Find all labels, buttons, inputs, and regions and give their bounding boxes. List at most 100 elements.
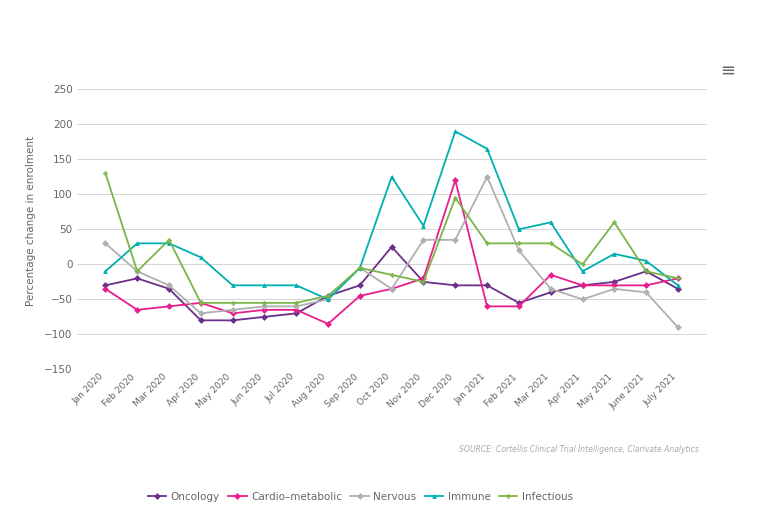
Nervous — [419, 237, 428, 243]
Text: SOURCE: Cortellis Clinical Trial Intelligence, Clarivate Analytics: SOURCE: Cortellis Clinical Trial Intelli… — [459, 445, 699, 454]
Infectious — [515, 240, 524, 246]
Nervous — [356, 265, 365, 271]
Cardio–metabolic — [482, 303, 492, 309]
Oncology — [292, 310, 301, 317]
Infectious — [419, 279, 428, 285]
Oncology — [228, 317, 237, 323]
Infectious — [133, 268, 142, 274]
Infectious — [356, 265, 365, 271]
Infectious — [610, 219, 619, 225]
Immune — [482, 146, 492, 152]
Oncology — [546, 289, 555, 295]
Infectious — [101, 170, 110, 176]
Oncology — [260, 314, 269, 320]
Cardio–metabolic — [515, 303, 524, 309]
Oncology — [356, 282, 365, 288]
Infectious — [323, 293, 333, 299]
Infectious — [482, 240, 492, 246]
Immune — [674, 282, 683, 288]
Cardio–metabolic — [610, 282, 619, 288]
Immune — [356, 265, 365, 271]
Immune — [546, 219, 555, 225]
Nervous — [197, 310, 206, 317]
Cardio–metabolic — [451, 177, 460, 184]
Immune — [133, 240, 142, 246]
Immune — [515, 226, 524, 232]
Cardio–metabolic — [356, 293, 365, 299]
Cardio–metabolic — [546, 272, 555, 278]
Cardio–metabolic — [578, 282, 587, 288]
Cardio–metabolic — [228, 310, 237, 317]
Oncology — [641, 268, 650, 274]
Nervous — [641, 289, 650, 295]
Oncology — [197, 317, 206, 323]
Nervous — [674, 324, 683, 330]
Infectious — [228, 300, 237, 306]
Cardio–metabolic — [419, 275, 428, 282]
Line: Immune: Immune — [103, 129, 680, 302]
Oncology — [164, 286, 174, 292]
Nervous — [387, 286, 396, 292]
Immune — [292, 282, 301, 288]
Oncology — [674, 286, 683, 292]
Infectious — [674, 275, 683, 282]
Line: Oncology: Oncology — [103, 244, 680, 323]
Infectious — [546, 240, 555, 246]
Legend: Oncology, Cardio–metabolic, Nervous, Immune, Infectious: Oncology, Cardio–metabolic, Nervous, Imm… — [144, 488, 577, 506]
Infectious — [451, 195, 460, 201]
Nervous — [578, 297, 587, 303]
Nervous — [610, 286, 619, 292]
Line: Cardio–metabolic: Cardio–metabolic — [103, 178, 680, 326]
Y-axis label: Percentage change in enrolment: Percentage change in enrolment — [26, 135, 36, 306]
Nervous — [515, 247, 524, 253]
Immune — [101, 268, 110, 274]
Oncology — [515, 300, 524, 306]
Infectious — [260, 300, 269, 306]
Nervous — [546, 286, 555, 292]
Cardio–metabolic — [292, 307, 301, 313]
Oncology — [451, 282, 460, 288]
Infectious — [387, 272, 396, 278]
Infectious — [578, 261, 587, 267]
Oncology — [419, 279, 428, 285]
Oncology — [101, 282, 110, 288]
Immune — [228, 282, 237, 288]
Text: ≡: ≡ — [720, 62, 736, 80]
Nervous — [164, 282, 174, 288]
Infectious — [164, 237, 174, 243]
Nervous — [228, 307, 237, 313]
Nervous — [260, 303, 269, 309]
Nervous — [323, 297, 333, 303]
Oncology — [133, 275, 142, 282]
Cardio–metabolic — [387, 286, 396, 292]
Cardio–metabolic — [674, 275, 683, 282]
Oncology — [610, 279, 619, 285]
Cardio–metabolic — [101, 286, 110, 292]
Nervous — [133, 268, 142, 274]
Immune — [197, 254, 206, 261]
Line: Infectious: Infectious — [103, 171, 680, 305]
Nervous — [292, 303, 301, 309]
Line: Nervous: Nervous — [103, 174, 680, 330]
Infectious — [641, 268, 650, 274]
Immune — [260, 282, 269, 288]
Cardio–metabolic — [197, 300, 206, 306]
Infectious — [292, 300, 301, 306]
Infectious — [197, 300, 206, 306]
Immune — [164, 240, 174, 246]
Cardio–metabolic — [323, 321, 333, 327]
Oncology — [578, 282, 587, 288]
Nervous — [482, 174, 492, 180]
Immune — [641, 258, 650, 264]
Immune — [323, 297, 333, 303]
Oncology — [482, 282, 492, 288]
Immune — [451, 128, 460, 134]
Immune — [387, 174, 396, 180]
Oncology — [387, 244, 396, 250]
Nervous — [101, 240, 110, 246]
Oncology — [323, 293, 333, 299]
Cardio–metabolic — [164, 303, 174, 309]
Cardio–metabolic — [260, 307, 269, 313]
Immune — [419, 223, 428, 229]
Nervous — [451, 237, 460, 243]
